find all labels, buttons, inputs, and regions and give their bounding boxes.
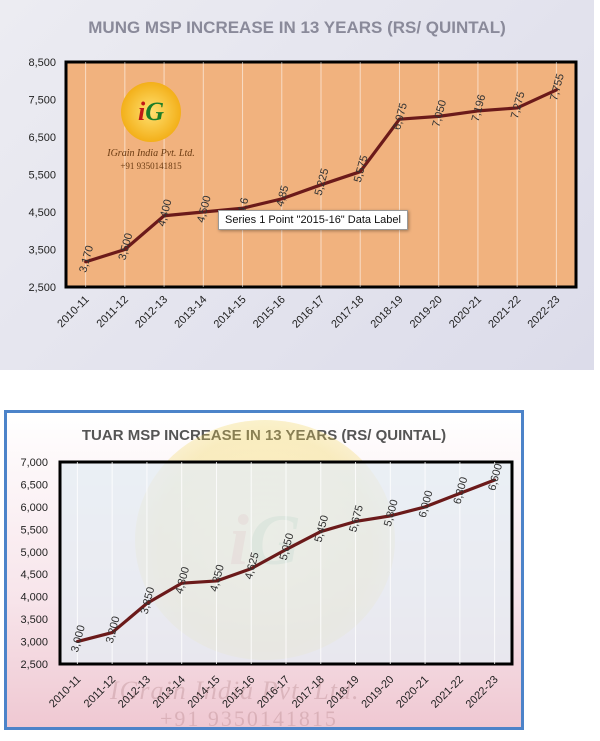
mung-y-tick-label: 7,500 <box>28 95 56 107</box>
mung-y-tick-label: 2,500 <box>28 282 56 294</box>
mung-x-tick-label: 2016-17 <box>290 294 327 331</box>
mung-data-point <box>515 106 519 110</box>
logo-phone: +91 9350141815 <box>120 161 182 171</box>
mung-data-point <box>201 210 205 214</box>
mung-x-tick-label: 2020-21 <box>447 294 484 331</box>
mung-data-point <box>241 206 245 210</box>
mung-data-label: 4,85 <box>274 184 291 208</box>
mung-x-tick-label: 2019-20 <box>408 294 445 331</box>
mung-data-point <box>476 109 480 113</box>
mung-y-tick-label: 3,500 <box>28 245 56 257</box>
tuar-x-tick-label: 2021-22 <box>429 674 466 711</box>
tuar-y-tick-label: 3,500 <box>20 614 48 626</box>
mung-data-point <box>280 197 284 201</box>
mung-x-tick-label: 2014-15 <box>212 294 249 331</box>
tuar-x-tick-label: 2022-23 <box>464 674 501 711</box>
mung-data-point <box>358 170 362 174</box>
tuar-y-tick-label: 5,500 <box>20 524 48 536</box>
tuar-data-point <box>493 478 497 482</box>
mung-x-tick-label: 2013-14 <box>172 294 209 331</box>
tuar-data-point <box>145 601 149 605</box>
tuar-data-point <box>249 567 253 571</box>
tuar-x-tick-label: 2019-20 <box>359 674 396 711</box>
tuar-data-point <box>180 581 184 585</box>
tuar-data-point <box>458 491 462 495</box>
mung-data-point <box>162 214 166 218</box>
mung-data-point <box>397 117 401 121</box>
mung-x-tick-label: 2010-11 <box>55 294 91 330</box>
tuar-x-tick-label: 2010-11 <box>47 674 83 710</box>
tuar-y-tick-label: 5,000 <box>20 547 48 559</box>
mung-x-tick-label: 2017-18 <box>329 294 366 331</box>
logo-letter-g: G <box>145 97 164 126</box>
mung-data-point <box>554 88 558 92</box>
tuar-y-tick-label: 4,500 <box>20 569 48 581</box>
logo-company-name: IGrain India Pvt. Ltd. <box>107 148 195 159</box>
tuar-y-tick-label: 6,500 <box>20 479 48 491</box>
mung-y-tick-label: 6,500 <box>28 132 56 144</box>
mung-y-tick-label: 8,500 <box>28 57 56 69</box>
tuar-y-tick-label: 6,000 <box>20 502 48 514</box>
watermark-phone-text: +91 9350141815 <box>160 706 338 731</box>
mung-x-tick-label: 2021-22 <box>486 294 523 331</box>
mung-chart-title: MUNG MSP INCREASE IN 13 YEARS (RS/ QUINT… <box>88 18 506 37</box>
mung-data-label: 4,6 <box>236 197 252 215</box>
mung-x-tick-label: 2018-19 <box>369 294 406 331</box>
tuar-data-point <box>284 548 288 552</box>
mung-data-point <box>319 183 323 187</box>
tuar-y-tick-label: 7,000 <box>20 457 48 469</box>
tuar-data-point <box>75 640 79 644</box>
tuar-data-point <box>214 579 218 583</box>
mung-data-point <box>123 248 127 251</box>
tuar-data-point <box>423 505 427 509</box>
tuar-data-point <box>319 530 323 534</box>
mung-x-tick-label: 2022-23 <box>525 294 562 331</box>
tuar-y-tick-label: 4,000 <box>20 592 48 604</box>
mung-x-tick-label: 2012-13 <box>133 294 170 331</box>
mung-y-tick-label: 5,500 <box>28 170 56 182</box>
tuar-y-tick-label: 3,000 <box>20 637 48 649</box>
tuar-data-point <box>354 519 358 523</box>
tuar-data-point <box>388 514 392 518</box>
logo-letter-i: i <box>137 97 146 126</box>
mung-y-tick-label: 4,500 <box>28 207 56 219</box>
data-label-tooltip: Series 1 Point "2015-16" Data Label <box>218 210 408 230</box>
mung-x-tick-label: 2011-12 <box>95 294 131 330</box>
mung-x-tick-label: 2015-16 <box>251 294 288 331</box>
tuar-y-tick-label: 2,500 <box>20 659 48 671</box>
mung-data-point <box>437 114 441 118</box>
mung-data-point <box>84 260 88 264</box>
tuar-data-point <box>110 631 114 635</box>
watermark-company-text: IGrain India Pvt. Ltd. <box>110 676 360 705</box>
tuar-x-tick-label: 2020-21 <box>394 674 431 711</box>
